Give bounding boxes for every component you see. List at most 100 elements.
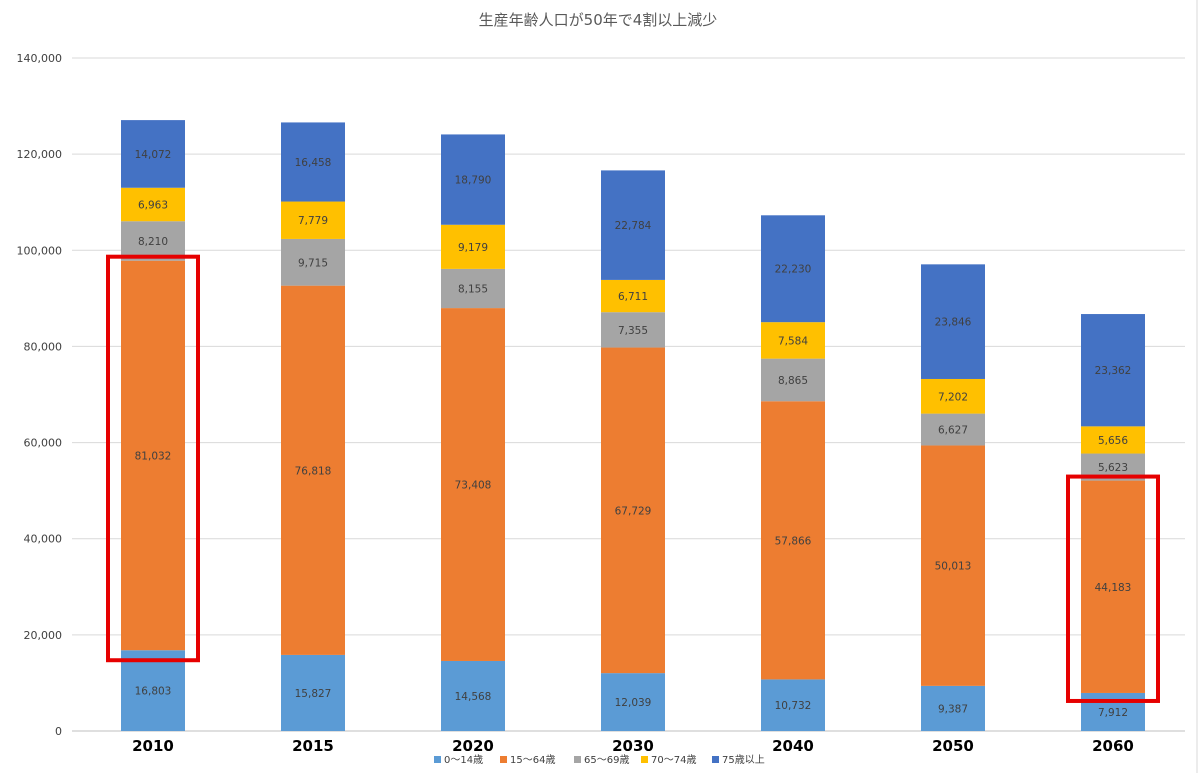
x-tick-label: 2050	[932, 737, 974, 755]
data-label: 7,912	[1098, 707, 1128, 719]
data-label: 16,458	[295, 157, 332, 169]
data-label: 9,179	[458, 242, 488, 254]
bar-segment	[121, 187, 185, 222]
bar-segment	[441, 268, 505, 309]
bar-segment	[281, 122, 345, 202]
legend-swatch	[641, 756, 648, 763]
bar-segment	[921, 413, 985, 446]
data-label: 5,656	[1098, 435, 1128, 447]
data-labels: 16,803 81,032 8,210 6,963 14,072 15,827 76,818…	[135, 149, 1132, 719]
y-axis: 0 20,000 40,000 60,000 80,000 100,000 120,000 1…	[17, 52, 63, 738]
legend-label: 65～69歳	[584, 754, 629, 766]
data-label: 22,784	[615, 220, 652, 232]
bar-segment	[441, 308, 505, 661]
bar-segment	[121, 260, 185, 651]
bar-segment	[281, 285, 345, 655]
data-label: 22,230	[775, 264, 812, 276]
legend-label: 70～74歳	[651, 754, 696, 766]
bar-segment	[761, 358, 825, 402]
data-label: 7,355	[618, 325, 648, 337]
data-label: 23,362	[1095, 365, 1132, 377]
data-label: 16,803	[135, 686, 172, 698]
data-label: 14,072	[135, 149, 172, 161]
x-axis: 2010 2015 2020 2030 2040 2050 2060	[132, 737, 1134, 755]
legend-swatch	[574, 756, 581, 763]
bars	[121, 120, 1145, 731]
data-label: 8,210	[138, 236, 168, 248]
bar-segment	[921, 445, 985, 686]
legend-swatch	[712, 756, 719, 763]
bar-segment	[441, 224, 505, 269]
bar-segment	[441, 134, 505, 225]
y-tick-label: 140,000	[17, 52, 63, 65]
bar-segment	[121, 120, 185, 188]
data-label: 44,183	[1095, 582, 1132, 594]
bar-segment	[1081, 314, 1145, 427]
data-label: 8,865	[778, 375, 808, 387]
bar-segment	[761, 215, 825, 323]
bar-segment	[921, 685, 985, 731]
data-label: 18,790	[455, 175, 492, 187]
bar-segment	[281, 654, 345, 731]
data-label: 76,818	[295, 465, 332, 477]
data-label: 67,729	[615, 505, 652, 517]
highlight-box	[106, 254, 200, 663]
data-label: 50,013	[935, 561, 972, 573]
y-tick-label: 40,000	[24, 533, 63, 546]
data-label: 7,584	[778, 335, 808, 347]
x-tick-label: 2010	[132, 737, 174, 755]
bar-segment	[921, 264, 985, 379]
bar-segment	[121, 221, 185, 261]
data-label: 6,711	[618, 291, 648, 303]
data-label: 12,039	[615, 697, 652, 709]
y-tick-label: 0	[55, 725, 62, 738]
data-label: 10,732	[775, 700, 812, 712]
bar-segment	[761, 401, 825, 680]
highlight-box	[1066, 474, 1160, 703]
legend: 0～14歳 15～64歳 65～69歳 70～74歳 75歳以上	[434, 754, 765, 766]
data-label: 7,202	[938, 391, 968, 403]
data-label: 7,779	[298, 215, 328, 227]
highlight-boxes	[106, 254, 1160, 703]
y-tick-label: 120,000	[17, 148, 63, 161]
bar-segment	[601, 279, 665, 313]
x-tick-label: 2030	[612, 737, 654, 755]
x-tick-label: 2040	[772, 737, 814, 755]
x-tick-label: 2020	[452, 737, 494, 755]
bar-segment	[601, 312, 665, 348]
bar-segment	[601, 170, 665, 280]
data-label: 14,568	[455, 691, 492, 703]
data-label: 9,715	[298, 257, 328, 269]
legend-swatch	[500, 756, 507, 763]
bar-segment	[441, 660, 505, 731]
bar-segment	[281, 238, 345, 286]
y-tick-label: 100,000	[17, 244, 63, 257]
data-label: 23,846	[935, 317, 972, 329]
chart-title: 生産年齢人口が50年で4割以上減少	[479, 11, 718, 29]
data-label: 9,387	[938, 703, 968, 715]
bar-segment	[601, 673, 665, 731]
data-label: 5,623	[1098, 462, 1128, 474]
bar-segment	[921, 378, 985, 414]
legend-swatch	[434, 756, 441, 763]
data-label: 57,866	[775, 535, 812, 547]
bar-segment	[761, 679, 825, 731]
bar-segment	[121, 650, 185, 731]
bar-segment	[281, 201, 345, 239]
x-tick-label: 2015	[292, 737, 334, 755]
data-label: 6,627	[938, 425, 968, 437]
legend-label: 75歳以上	[722, 754, 765, 766]
data-label: 81,032	[135, 450, 172, 462]
bar-segment	[1081, 426, 1145, 454]
data-label: 6,963	[138, 199, 168, 211]
bar-segment	[1081, 480, 1145, 693]
y-tick-label: 20,000	[24, 629, 63, 642]
data-label: 73,408	[455, 480, 492, 492]
legend-label: 0～14歳	[444, 754, 483, 766]
x-tick-label: 2060	[1092, 737, 1134, 755]
data-label: 8,155	[458, 283, 488, 295]
data-label: 15,827	[295, 688, 332, 700]
bar-segment	[601, 347, 665, 674]
y-tick-label: 60,000	[24, 437, 63, 450]
